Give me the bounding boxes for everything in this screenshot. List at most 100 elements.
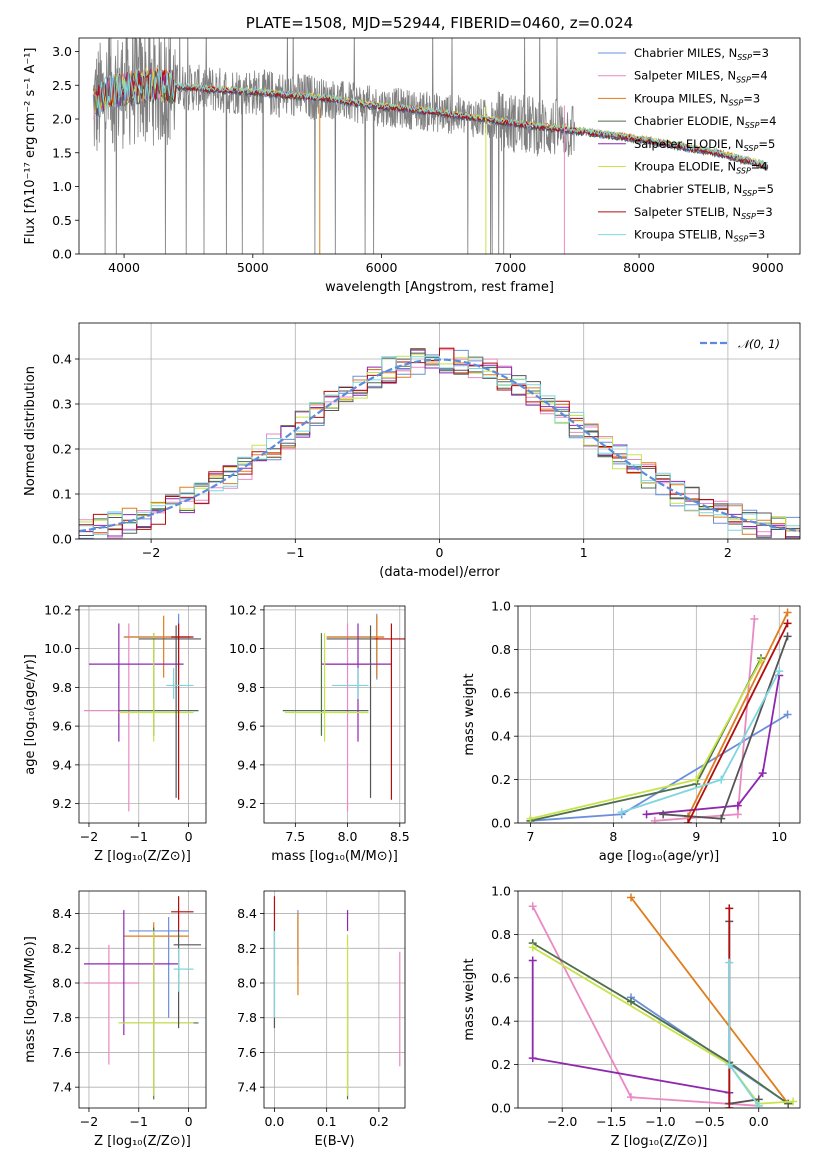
y-tick-label: 9.6 — [52, 719, 72, 734]
series-line — [630, 896, 789, 1105]
data-point-marker — [783, 619, 792, 628]
axes-frame — [263, 890, 406, 1109]
y-tick-label: 9.4 — [237, 757, 257, 772]
axes-mass_vs_Z: −2 −1 0 7.4 7.6 7.8 8.0 8.2 8.4 Z [log₁₀(Z/Z⊙)] ma… — [23, 890, 207, 1149]
y-tick-label: 10.0 — [229, 641, 257, 656]
y-tick-label: 9.6 — [237, 719, 257, 734]
y-tick-label: 0.2 — [491, 1057, 511, 1072]
y-tick-label: 8.0 — [52, 976, 72, 991]
legend-label: Kroupa ELODIE, N — [634, 160, 736, 174]
x-tick-label: 0.2 — [369, 1114, 389, 1129]
data-point-marker — [692, 775, 701, 784]
legend-suffix: =4 — [760, 114, 777, 128]
histogram-kroupa-stelib — [79, 355, 800, 536]
axes-age_vs_Z: −2 −1 0 9.2 9.4 9.6 9.8 10.0 10.2 Z [log₁₀(Z/Z⊙)]… — [23, 602, 207, 864]
data-point-marker — [626, 997, 635, 1006]
y-axis-label: Flux [fλ10⁻¹⁷ erg cm⁻² s⁻¹ A⁻¹] — [23, 48, 38, 245]
x-tick-label: 0.0 — [749, 1114, 769, 1129]
mass_vs_Z-plot — [83, 896, 202, 1100]
data-point-marker — [733, 801, 742, 810]
legend-entry: 𝒩(0, 1) — [738, 337, 780, 351]
axes-mass_weight_vs_age: 7 8 9 10 0.0 0.2 0.4 0.6 0.8 1.0 age [log₁₀(age/yr… — [462, 599, 801, 864]
x-tick-label: −1 — [130, 1114, 148, 1129]
y-tick-label: 0.4 — [491, 729, 511, 744]
x-tick-label: 0.0 — [264, 1114, 284, 1129]
legend-suffix: =3 — [748, 228, 765, 242]
data-point-marker — [750, 615, 759, 624]
normal-curve — [79, 358, 800, 533]
axes-frame — [263, 605, 406, 824]
x-tick-label: 2 — [724, 545, 732, 560]
x-axis-label: Z [log₁₀(Z/Z⊙)] — [94, 849, 191, 864]
y-tick-label: 0.8 — [491, 927, 511, 942]
legend-suffix: =5 — [757, 182, 774, 196]
y-tick-label: 0.2 — [491, 772, 511, 787]
data-point-marker — [783, 608, 792, 617]
data-point-marker — [757, 656, 766, 665]
legend-sub: SSP — [736, 76, 751, 85]
axes-frame — [78, 322, 801, 540]
axes-frame — [517, 605, 801, 824]
x-tick-label: 0 — [436, 545, 444, 560]
y-tick-label: 8.4 — [237, 906, 257, 921]
legend-entry: Chabrier STELIB, NSSP=5 — [634, 182, 774, 198]
y-tick-label: 1.0 — [52, 179, 72, 194]
y-axis-label: mass weight — [462, 958, 477, 1040]
data-point-marker — [717, 814, 726, 823]
y-axis-label: age [log₁₀(age/yr)] — [23, 654, 38, 775]
y-tick-label: 0.2 — [52, 442, 72, 457]
x-axis-label: Z [log₁₀(Z/Z⊙)] — [94, 1134, 191, 1149]
data-point-marker — [626, 1093, 635, 1102]
x-tick-label: −2 — [142, 545, 160, 560]
mass_vs_ebv-plot — [273, 896, 401, 1100]
y-tick-label: 0.5 — [52, 213, 72, 228]
y-tick-label: 9.4 — [52, 757, 72, 772]
age_vs_Z-plot — [83, 613, 202, 812]
y-tick-label: 7.6 — [52, 1045, 72, 1060]
legend-label: Salpeter MILES, N — [634, 69, 736, 83]
y-tick-label: 1.0 — [491, 884, 511, 899]
data-point-marker — [783, 632, 792, 641]
legend-sub: SSP — [736, 167, 751, 176]
legend-label: Salpeter STELIB, N — [634, 205, 741, 219]
legend-entry: Chabrier MILES, NSSP=3 — [634, 46, 769, 62]
data-point-marker — [733, 810, 742, 819]
x-tick-label: 10 — [771, 829, 787, 844]
model-spectrum-kroupa-stelib — [96, 69, 768, 168]
x-tick-label: 8.0 — [338, 829, 358, 844]
legend-suffix: =3 — [752, 46, 769, 60]
x-tick-label: −1 — [130, 829, 148, 844]
axes-age_vs_mass: 7.5 8.0 8.5 9.2 9.4 9.6 9.8 10.0 10.2 mass [log₁₀… — [229, 602, 410, 864]
x-axis-label: (data-model)/error — [379, 565, 500, 580]
y-tick-label: 10.0 — [44, 641, 72, 656]
data-point-marker — [725, 1104, 734, 1108]
y-tick-label: 1.0 — [491, 599, 511, 614]
x-tick-label: −1.5 — [596, 1114, 626, 1129]
data-point-marker — [725, 1060, 734, 1069]
y-tick-label: 2.5 — [52, 78, 72, 93]
y-tick-label: 0.4 — [52, 352, 72, 367]
y-tick-label: 0.0 — [52, 247, 72, 262]
model-spectrum-salpeter-stelib — [96, 69, 768, 168]
legend-entry: Kroupa ELODIE, NSSP=4 — [634, 160, 768, 176]
age_vs_mass-plot — [282, 613, 405, 812]
series-line — [728, 921, 759, 1105]
series-line — [532, 942, 789, 1105]
mass_weight_vs_Z-plot — [528, 893, 798, 1108]
y-tick-label: 0.6 — [491, 970, 511, 985]
x-tick-label: 8.5 — [390, 829, 410, 844]
legend-entry: Salpeter ELODIE, NSSP=5 — [634, 137, 775, 153]
legend-label: Chabrier MILES, N — [634, 46, 737, 60]
x-tick-label: 7 — [526, 829, 534, 844]
y-tick-label: 9.8 — [237, 680, 257, 695]
axes-residuals: −2 −1 0 1 2 0.0 0.1 0.2 0.3 0.4 (data-model)/error… — [23, 322, 801, 580]
x-tick-label: −2 — [80, 1114, 98, 1129]
series-line — [646, 675, 781, 816]
legend-sub: SSP — [742, 189, 757, 198]
data-point-marker — [684, 819, 693, 823]
data-point-marker — [626, 893, 635, 902]
legend-sub: SSP — [729, 98, 744, 107]
x-tick-label: 0 — [185, 829, 193, 844]
y-tick-label: 10.2 — [229, 602, 257, 617]
